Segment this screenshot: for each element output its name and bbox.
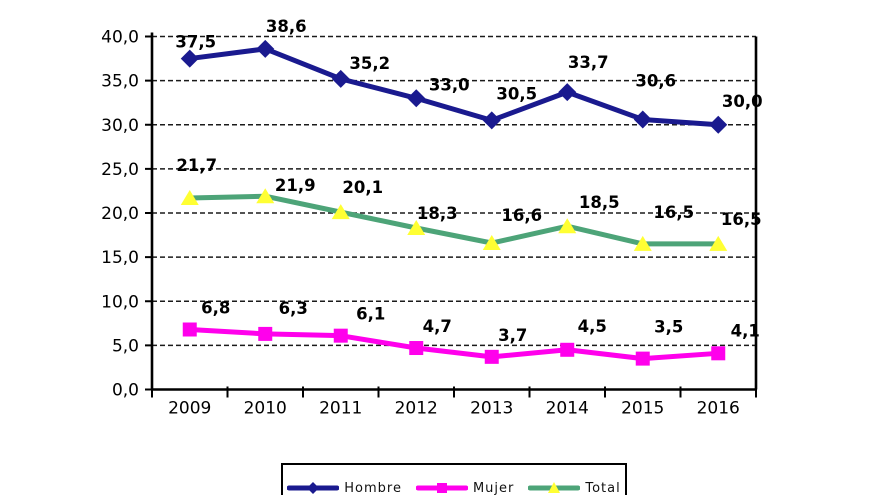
data-point-mujer-2015	[635, 351, 650, 366]
data-label-mujer-2009: 6,8	[201, 298, 230, 317]
y-tick-label: 0,0	[112, 381, 139, 401]
data-point-hombre-2011	[331, 69, 350, 88]
data-point-mujer-2011	[333, 328, 348, 343]
data-point-mujer-2010	[258, 326, 273, 341]
legend-label-mujer: Mujer	[472, 480, 515, 495]
data-label-hombre-2016: 30,0	[722, 92, 763, 111]
data-label-mujer-2011: 6,1	[356, 305, 385, 324]
data-point-hombre-2010	[256, 39, 275, 58]
data-point-total-2012	[407, 220, 426, 236]
x-tick-label: 2016	[697, 399, 740, 419]
data-label-total-2015: 16,5	[653, 203, 694, 222]
series-line-mujer	[187, 326, 721, 362]
data-label-total-2012: 18,3	[417, 204, 458, 223]
x-tick-label: 2012	[395, 399, 438, 419]
data-point-mujer-2013	[484, 349, 499, 364]
data-point-mujer-2009	[182, 322, 197, 337]
y-tick-label: 20,0	[101, 204, 139, 224]
line-chart: 40,0 35,0 30,0 25,0 20,0 15,0 10,0 5,0 0,0 2009 20…	[101, 17, 763, 419]
legend-item-mujer: Mujer	[415, 480, 515, 495]
data-label-total-2009: 21,7	[176, 156, 217, 175]
data-point-hombre-2014	[558, 83, 577, 102]
data-point-total-2016	[709, 235, 728, 251]
data-label-total-2010: 21,9	[275, 176, 316, 195]
data-label-total-2013: 16,6	[501, 206, 542, 225]
data-label-hombre-2009: 37,5	[175, 33, 216, 52]
data-point-mujer-2016	[711, 346, 726, 361]
data-point-mujer-2012	[409, 341, 424, 356]
series-line-hombre	[187, 46, 721, 128]
data-label-mujer-2010: 6,3	[279, 299, 308, 318]
y-tick-label: 30,0	[101, 116, 139, 136]
x-tick-label: 2014	[546, 399, 589, 419]
legend: Hombre Mujer Total	[281, 463, 627, 495]
data-label-hombre-2014: 33,7	[568, 53, 609, 72]
data-point-mujer-2014	[560, 342, 575, 357]
data-point-total-2009	[180, 189, 199, 205]
x-tick-label: 2009	[168, 399, 211, 419]
data-point-total-2011	[331, 204, 350, 220]
data-label-total-2011: 20,1	[342, 178, 383, 197]
y-tick-label: 25,0	[101, 160, 139, 180]
data-label-mujer-2012: 4,7	[423, 317, 452, 336]
data-point-hombre-2013	[482, 111, 501, 130]
y-tick-label: 5,0	[112, 336, 139, 356]
legend-item-total: Total	[528, 481, 620, 495]
data-label-total-2016: 16,5	[721, 210, 762, 229]
data-label-mujer-2014: 4,5	[578, 317, 607, 336]
data-label-hombre-2015: 30,6	[635, 71, 676, 90]
series-line-total	[187, 193, 721, 247]
data-label-total-2014: 18,5	[579, 193, 620, 212]
y-tick-label: 10,0	[101, 292, 139, 312]
data-point-total-2013	[482, 235, 501, 251]
data-label-hombre-2013: 30,5	[496, 84, 537, 103]
y-tick-label: 15,0	[101, 248, 139, 268]
data-point-total-2014	[558, 218, 577, 234]
x-tick-label: 2011	[319, 399, 362, 419]
legend-hombre-line-icon	[287, 482, 340, 494]
data-label-hombre-2010: 38,6	[266, 17, 307, 36]
legend-label-total: Total	[585, 480, 621, 495]
legend-item-hombre: Hombre	[287, 481, 402, 495]
legend-mujer-line-icon	[415, 483, 468, 493]
data-point-total-2015	[633, 235, 652, 251]
data-point-hombre-2016	[709, 115, 728, 134]
data-label-hombre-2012: 33,0	[429, 75, 470, 94]
y-tick-label: 35,0	[101, 72, 139, 92]
data-point-hombre-2012	[407, 89, 426, 108]
data-point-hombre-2009	[180, 49, 199, 68]
x-tick-label: 2013	[470, 399, 513, 419]
data-label-mujer-2013: 3,7	[498, 326, 527, 345]
data-label-hombre-2011: 35,2	[349, 54, 390, 73]
data-point-hombre-2015	[633, 110, 652, 129]
legend-label-hombre: Hombre	[344, 480, 402, 495]
data-point-total-2010	[256, 188, 275, 204]
legend-total-line-icon	[528, 482, 581, 493]
data-label-mujer-2016: 4,1	[731, 321, 760, 340]
x-tick-label: 2015	[621, 399, 664, 419]
data-label-mujer-2015: 3,5	[654, 318, 683, 337]
y-tick-label: 40,0	[101, 28, 139, 48]
x-tick-label: 2010	[244, 399, 287, 419]
